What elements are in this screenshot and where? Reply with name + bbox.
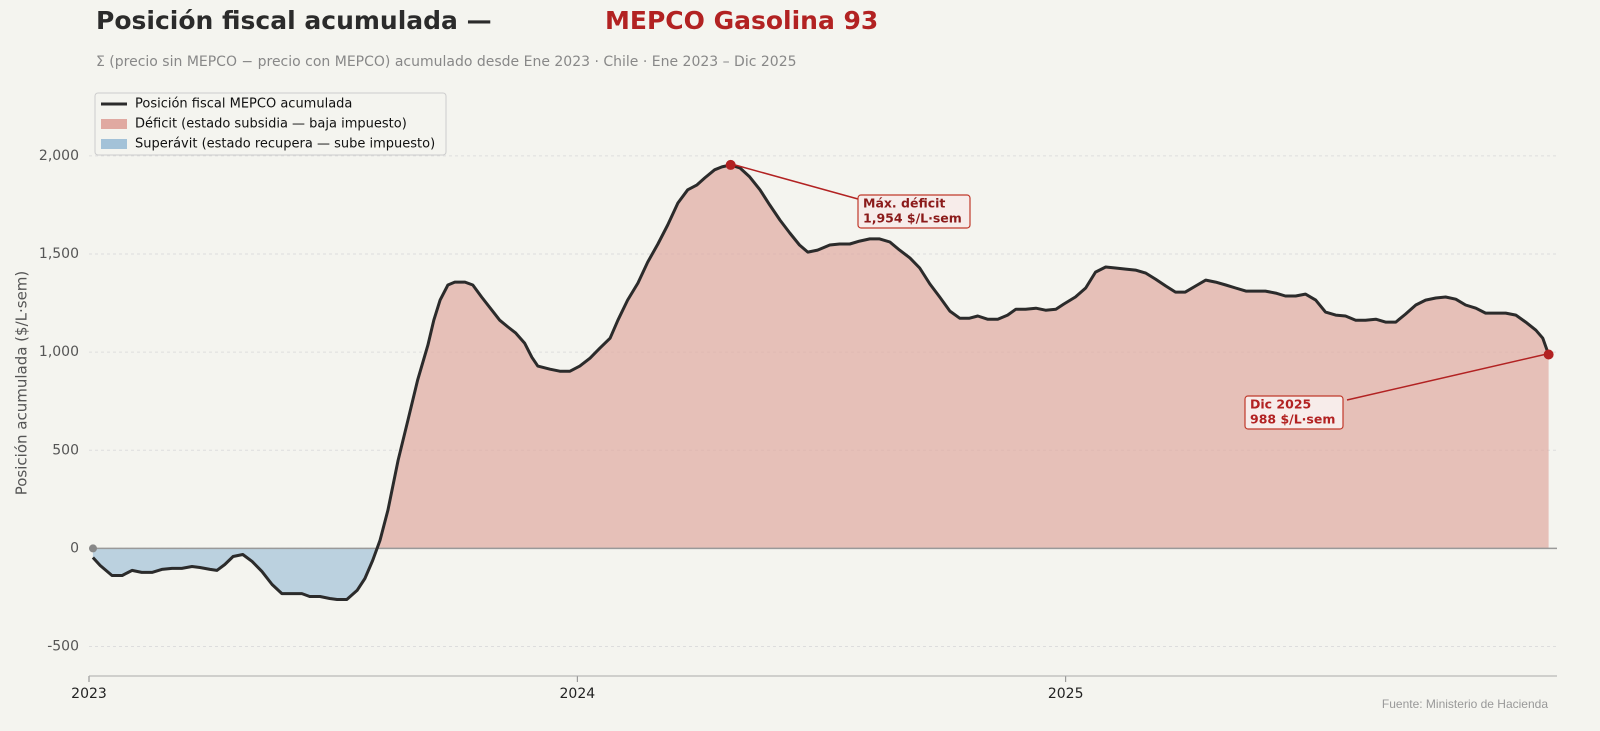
y-tick-label: 1,500 <box>39 246 79 262</box>
y-tick-label: 0 <box>70 540 79 556</box>
chart-title: Posición fiscal acumulada — <box>96 6 492 35</box>
series-line <box>91 163 1551 601</box>
annotation-text: 1,954 $/L·sem <box>863 211 962 226</box>
legend-label: Déficit (estado subsidia — baja impuesto… <box>135 117 407 132</box>
y-axis-label: Posición acumulada ($/L·sem) <box>13 271 31 496</box>
legend-swatch <box>101 119 127 129</box>
legend-label: Posición fiscal MEPCO acumulada <box>135 97 352 112</box>
chart-title-highlight: MEPCO Gasolina 93 <box>605 6 878 35</box>
legend-box <box>94 92 447 156</box>
y-tick-label: 1,000 <box>39 344 79 360</box>
y-tick-label: -500 <box>47 639 79 655</box>
surplus-area <box>92 548 1549 600</box>
annotation-box <box>857 194 971 229</box>
chart-subtitle: Σ (precio sin MEPCO − precio con MEPCO) … <box>96 54 797 70</box>
annotation-text: Máx. déficit <box>863 196 945 211</box>
annotation-arrow <box>1346 353 1545 401</box>
annotation-text: Dic 2025 <box>1250 397 1311 412</box>
highlight-marker <box>1543 349 1554 360</box>
legend-swatch <box>101 139 127 149</box>
source: Fuente: Ministerio de Hacienda <box>1382 697 1548 711</box>
annotation-box <box>1244 395 1344 430</box>
x-tick-label: 2023 <box>71 686 107 702</box>
origin-marker <box>89 544 97 553</box>
y-tick-label: 2,000 <box>39 148 79 164</box>
x-tick-label: 2024 <box>560 686 596 702</box>
x-tick-label: 2025 <box>1048 686 1084 702</box>
y-tick-label: 500 <box>52 442 79 458</box>
legend-label: Superávit (estado recupera — sube impues… <box>135 137 435 152</box>
deficit-area <box>377 164 1549 549</box>
annotation-arrow <box>734 164 859 200</box>
annotation-text: 988 $/L·sem <box>1250 412 1335 427</box>
highlight-marker <box>725 159 736 170</box>
